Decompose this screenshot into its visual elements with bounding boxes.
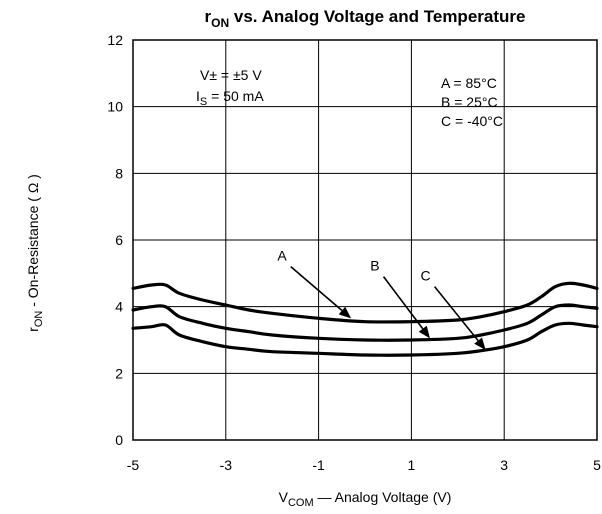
- x-tick-label: 1: [408, 457, 416, 473]
- x-tick-label: 5: [593, 457, 601, 473]
- y-axis-label: rON - On-Resistance ( Ω ): [25, 174, 45, 332]
- x-axis-label: VCOM — Analog Voltage (V): [279, 489, 452, 509]
- condition-current-rest: = 50 mA: [207, 88, 264, 104]
- legend-b: B = 25°C: [441, 94, 498, 110]
- curve-label-c: C: [420, 268, 430, 284]
- xlabel-main: V: [279, 489, 289, 505]
- arrow-line-c: [433, 286, 479, 342]
- ylabel-sub: ON: [33, 311, 45, 328]
- arrow-head-a: [338, 306, 352, 319]
- x-tick-label: -1: [312, 457, 325, 473]
- chart-title: rON vs. Analog Voltage and Temperature: [205, 7, 526, 30]
- title-sub: ON: [211, 16, 229, 30]
- legend-c: C = -40°C: [441, 113, 503, 129]
- y-tick-labels: 0 2 4 6 8 10 12: [107, 32, 123, 448]
- arrow-head-c: [474, 337, 486, 350]
- series-line-a: [131, 281, 599, 324]
- condition-current: IS = 50 mA: [196, 88, 264, 108]
- series-line-b: [131, 303, 599, 342]
- ylabel-main: r: [25, 327, 41, 332]
- legend-a: A = 85°C: [441, 75, 497, 91]
- curve-label-b: B: [370, 258, 379, 274]
- ylabel-rest: - On-Resistance ( Ω ): [25, 174, 41, 311]
- title-rest: vs. Analog Voltage and Temperature: [229, 7, 525, 26]
- plot-frame: [132, 39, 598, 441]
- x-tick-label: 3: [500, 457, 508, 473]
- x-tick-label: -5: [127, 457, 140, 473]
- arrow-head-b: [418, 325, 430, 339]
- series-group: [131, 281, 599, 357]
- x-tick-labels: -5 -3 -1 1 3 5: [127, 457, 601, 473]
- y-tick-label: 12: [107, 32, 123, 48]
- x-tick-label: -3: [220, 457, 233, 473]
- arrow-annotations: A B C: [277, 248, 486, 350]
- condition-voltage: V± = ±5 V: [200, 67, 262, 83]
- arrow-line-b: [382, 276, 424, 330]
- xlabel-sub: COM: [288, 497, 314, 509]
- y-tick-label: 4: [115, 299, 123, 315]
- xlabel-rest: — Analog Voltage (V): [314, 489, 452, 505]
- condition-current-main: I: [196, 88, 200, 104]
- series-line-c: [131, 321, 599, 357]
- title-main: r: [205, 7, 212, 26]
- y-tick-label: 10: [107, 99, 123, 115]
- arrow-line-a: [290, 266, 343, 312]
- y-tick-label: 0: [115, 432, 123, 448]
- y-tick-label: 8: [115, 165, 123, 181]
- condition-current-sub: S: [200, 96, 207, 108]
- y-tick-label: 2: [115, 365, 123, 381]
- curve-label-a: A: [277, 248, 287, 264]
- y-tick-label: 6: [115, 232, 123, 248]
